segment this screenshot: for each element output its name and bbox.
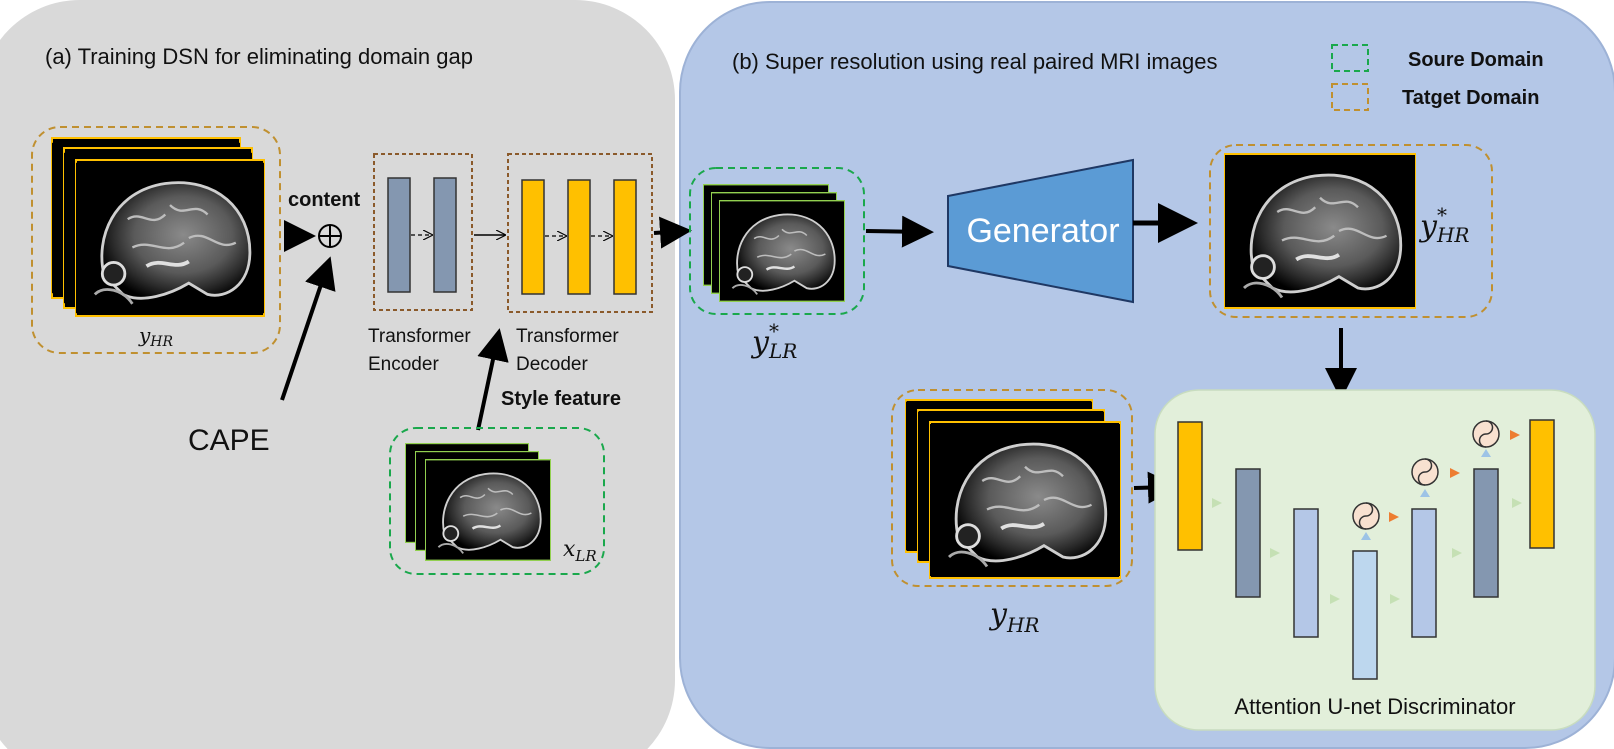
y-hr-real-group: [891, 389, 1133, 587]
discriminator-label: Attention U-net Discriminator: [1234, 694, 1515, 719]
unet-decoder-block-2: [1473, 468, 1499, 598]
style-feature-arrow: [476, 328, 509, 431]
legend-target-label: Tatget Domain: [1402, 87, 1539, 109]
y-hr-real-image-stack: [905, 399, 1121, 579]
y-hr-star-label: y* HR: [1418, 203, 1469, 247]
content-label: content: [288, 189, 361, 211]
decoder-block-3: [613, 179, 637, 295]
ylr-to-generator-arrow: [865, 215, 934, 248]
unet-output-block: [1529, 419, 1555, 549]
unet-bottleneck-block: [1352, 550, 1378, 680]
unet-encoder-block-1: [1235, 468, 1261, 598]
transformer-decoder-box: [507, 153, 653, 313]
unet-input-block: [1177, 421, 1203, 551]
generator-block: [947, 158, 1134, 304]
x-lr-image-stack: [405, 443, 551, 561]
panel-a-title: (a) Training DSN for eliminating domain …: [45, 44, 473, 69]
unet-flow-arrows: [1212, 498, 1522, 604]
encoder-block-1: [387, 177, 411, 293]
style-feature-label: Style feature: [501, 388, 621, 410]
decoder-label-line2: Decoder: [516, 354, 588, 375]
unet-encoder-block-2: [1293, 508, 1319, 638]
attention-gate-1: [1352, 502, 1399, 540]
legend-source-swatch: [1331, 44, 1369, 72]
decoder-label-line1: Transformer: [516, 326, 619, 347]
encoder-label-line1: Transformer: [368, 326, 471, 347]
legend-source-label: Soure Domain: [1408, 49, 1544, 71]
y-lr-star-group: [689, 167, 865, 315]
cape-arrow: [280, 256, 336, 401]
decoder-block-2: [567, 179, 591, 295]
attention-gate-2: [1411, 458, 1460, 497]
unet-decoder-block-1: [1411, 508, 1437, 638]
cape-label: CAPE: [188, 424, 270, 457]
y-hr-image-stack: [51, 137, 265, 317]
encoder-block-2: [433, 177, 457, 293]
x-lr-label: xLR: [563, 537, 597, 565]
panel-b-title: (b) Super resolution using real paired M…: [732, 49, 1217, 74]
y-hr-real-label: yHR: [988, 597, 1039, 637]
y-hr-input-group: [31, 126, 281, 354]
y-lr-star-image-stack: [703, 184, 845, 302]
decoder-to-ylr-arrow: [653, 216, 692, 249]
attention-gate-3: [1472, 420, 1520, 457]
y-hr-label-a: yHR: [138, 323, 174, 350]
transformer-encoder-box: [373, 153, 473, 311]
encoder-label-line2: Encoder: [368, 354, 439, 375]
decoder-block-1: [521, 179, 545, 295]
y-hr-star-group: [1209, 144, 1493, 318]
generator-label: Generator: [966, 212, 1119, 250]
legend-target-swatch: [1331, 83, 1369, 111]
y-lr-star-label: y* LR: [750, 319, 797, 363]
